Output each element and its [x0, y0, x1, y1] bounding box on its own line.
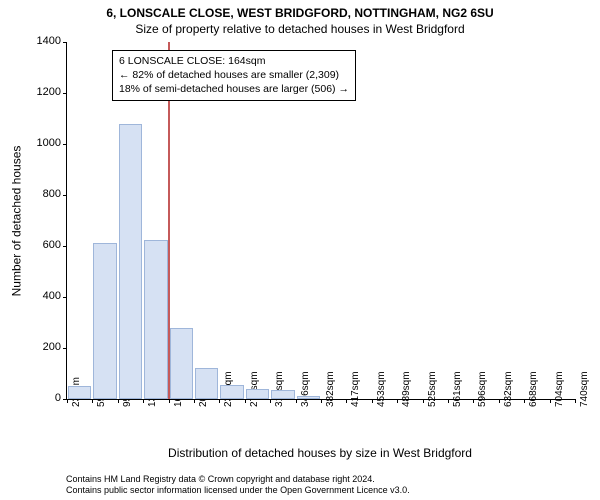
x-tick-label: 632sqm: [503, 371, 514, 407]
y-tick-mark: [63, 246, 67, 247]
x-tick-mark: [448, 399, 449, 403]
histogram-bar: [119, 124, 142, 399]
x-tick-label: 382sqm: [325, 371, 336, 407]
histogram-bar: [170, 328, 193, 399]
x-tick-mark: [245, 399, 246, 403]
y-tick-mark: [63, 144, 67, 145]
y-tick-label: 1000: [21, 138, 61, 149]
x-tick-mark: [423, 399, 424, 403]
y-tick-mark: [63, 42, 67, 43]
x-tick-mark: [92, 399, 93, 403]
y-tick-label: 400: [21, 291, 61, 302]
histogram-bar: [246, 389, 269, 399]
y-tick-mark: [63, 93, 67, 94]
info-box-line: 18% of semi-detached houses are larger (…: [119, 82, 349, 96]
histogram-bar: [220, 385, 243, 399]
x-tick-label: 740sqm: [579, 371, 590, 407]
x-tick-mark: [550, 399, 551, 403]
y-tick-label: 600: [21, 240, 61, 251]
x-tick-label: 596sqm: [477, 371, 488, 407]
chart-info-box: 6 LONSCALE CLOSE: 164sqm← 82% of detache…: [112, 50, 356, 101]
x-tick-label: 453sqm: [376, 371, 387, 407]
x-axis-label: Distribution of detached houses by size …: [66, 446, 574, 460]
x-tick-label: 704sqm: [554, 371, 565, 407]
x-tick-label: 525sqm: [427, 371, 438, 407]
x-tick-mark: [397, 399, 398, 403]
y-axis-label: Number of detached houses: [9, 145, 23, 296]
histogram-bar: [68, 386, 91, 399]
histogram-bar: [297, 396, 320, 399]
info-box-line: 6 LONSCALE CLOSE: 164sqm: [119, 54, 349, 68]
x-tick-mark: [194, 399, 195, 403]
x-tick-label: 417sqm: [350, 371, 361, 407]
footer-line-1: Contains HM Land Registry data © Crown c…: [66, 474, 410, 485]
x-tick-label: 489sqm: [401, 371, 412, 407]
chart-title-sub: Size of property relative to detached ho…: [0, 22, 600, 36]
histogram-bar: [144, 240, 167, 399]
chart-title-main: 6, LONSCALE CLOSE, WEST BRIDGFORD, NOTTI…: [0, 6, 600, 20]
x-tick-mark: [118, 399, 119, 403]
histogram-bar: [271, 390, 294, 399]
x-tick-mark: [296, 399, 297, 403]
x-tick-label: 668sqm: [528, 371, 539, 407]
footer-line-2: Contains public sector information licen…: [66, 485, 410, 496]
x-tick-mark: [346, 399, 347, 403]
x-tick-label: 561sqm: [452, 371, 463, 407]
x-tick-mark: [473, 399, 474, 403]
x-tick-label: 346sqm: [300, 371, 311, 407]
x-tick-mark: [372, 399, 373, 403]
x-tick-mark: [67, 399, 68, 403]
info-box-line: ← 82% of detached houses are smaller (2,…: [119, 68, 349, 82]
y-tick-mark: [63, 297, 67, 298]
y-tick-label: 1200: [21, 87, 61, 98]
x-tick-mark: [499, 399, 500, 403]
x-tick-mark: [524, 399, 525, 403]
y-tick-label: 200: [21, 342, 61, 353]
x-tick-mark: [169, 399, 170, 403]
histogram-bar: [195, 368, 218, 399]
histogram-bar: [93, 243, 116, 399]
x-tick-mark: [143, 399, 144, 403]
y-tick-mark: [63, 348, 67, 349]
x-tick-mark: [219, 399, 220, 403]
x-tick-mark: [321, 399, 322, 403]
chart-footer: Contains HM Land Registry data © Crown c…: [66, 474, 410, 497]
y-tick-label: 0: [21, 393, 61, 404]
x-tick-mark: [575, 399, 576, 403]
y-tick-label: 800: [21, 189, 61, 200]
x-tick-mark: [270, 399, 271, 403]
y-tick-mark: [63, 195, 67, 196]
y-tick-label: 1400: [21, 36, 61, 47]
